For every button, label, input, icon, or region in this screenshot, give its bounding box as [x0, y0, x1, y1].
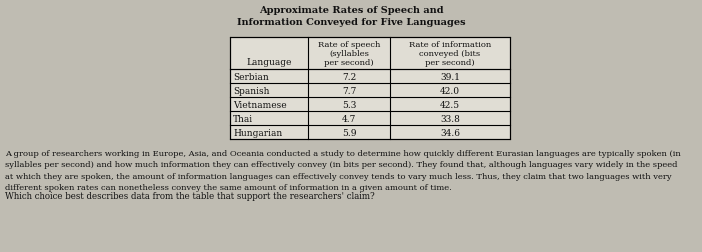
Text: 4.7: 4.7: [342, 114, 356, 123]
Text: Approximate Rates of Speech and
Information Conveyed for Five Languages: Approximate Rates of Speech and Informat…: [237, 6, 465, 27]
Text: Hungarian: Hungarian: [233, 128, 282, 137]
Text: Which choice best describes data from the table that support the researchers' cl: Which choice best describes data from th…: [5, 191, 375, 200]
Text: Serbian: Serbian: [233, 72, 269, 81]
Text: 7.7: 7.7: [342, 86, 356, 95]
Text: Vietnamese: Vietnamese: [233, 100, 286, 109]
Text: Language: Language: [246, 58, 292, 67]
Text: 33.8: 33.8: [440, 114, 460, 123]
Text: 5.3: 5.3: [342, 100, 356, 109]
Text: Rate of speech
(syllables
per second): Rate of speech (syllables per second): [318, 41, 380, 67]
Text: Thai: Thai: [233, 114, 253, 123]
Text: 5.9: 5.9: [342, 128, 356, 137]
Text: 42.5: 42.5: [440, 100, 460, 109]
Text: Rate of information
conveyed (bits
per second): Rate of information conveyed (bits per s…: [409, 41, 491, 67]
Text: 7.2: 7.2: [342, 72, 356, 81]
Bar: [230, 38, 510, 139]
Text: 34.6: 34.6: [440, 128, 460, 137]
Text: 42.0: 42.0: [440, 86, 460, 95]
Text: 39.1: 39.1: [440, 72, 460, 81]
Text: Spanish: Spanish: [233, 86, 270, 95]
Text: A group of researchers working in Europe, Asia, and Oceania conducted a study to: A group of researchers working in Europe…: [5, 149, 681, 191]
